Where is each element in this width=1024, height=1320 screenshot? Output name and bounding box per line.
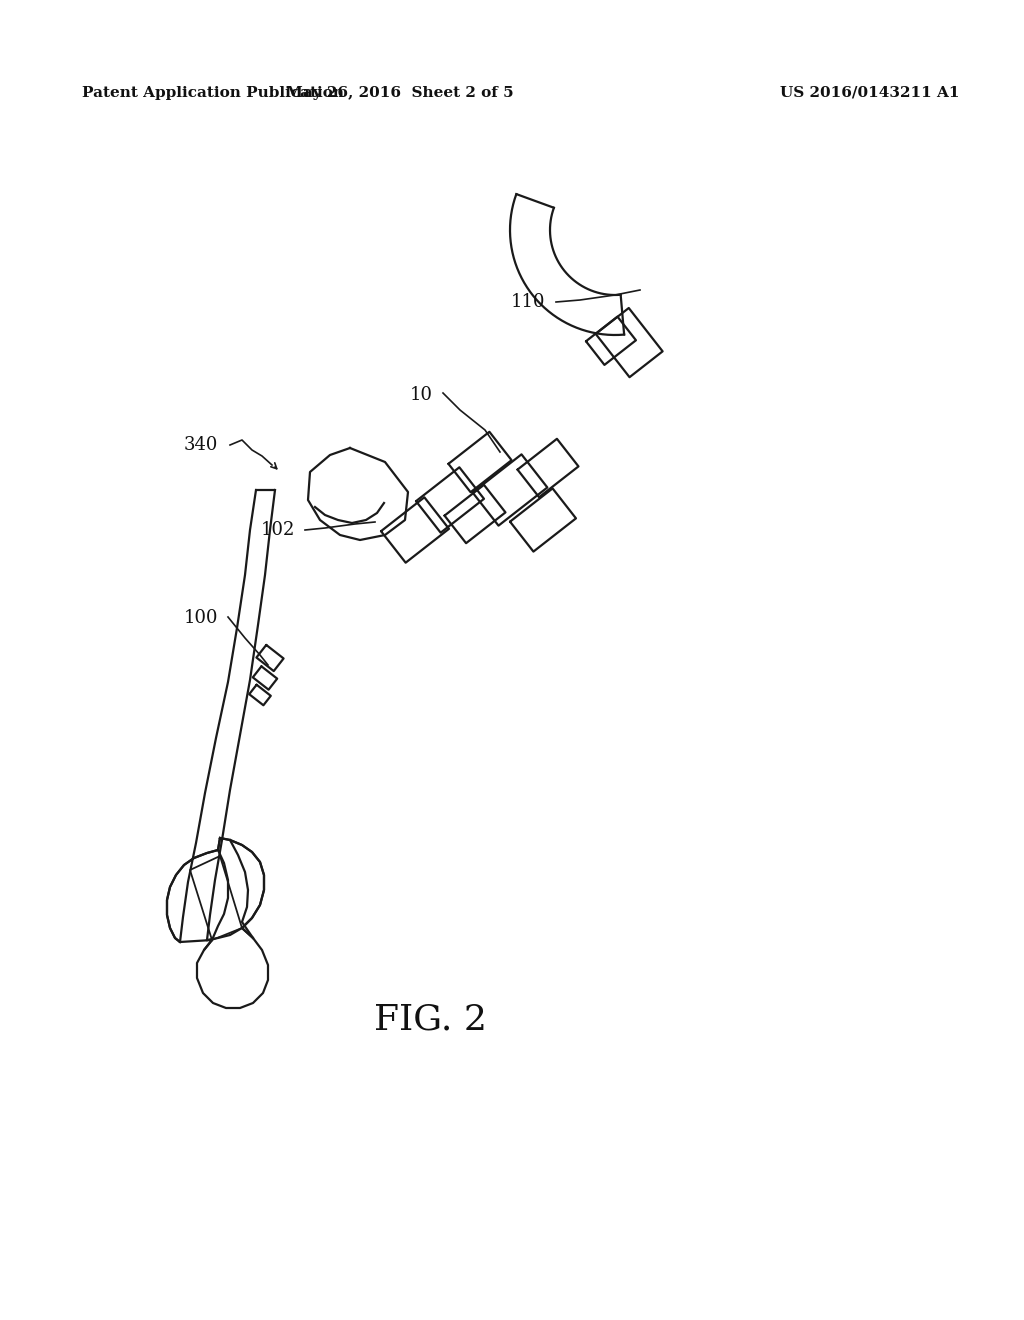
Polygon shape	[596, 308, 663, 378]
Text: 100: 100	[183, 609, 218, 627]
Text: 10: 10	[410, 385, 433, 404]
Text: 110: 110	[511, 293, 545, 312]
Polygon shape	[416, 467, 484, 533]
Polygon shape	[381, 498, 449, 562]
Text: 102: 102	[261, 521, 295, 539]
Polygon shape	[449, 432, 512, 492]
Polygon shape	[249, 685, 270, 705]
Text: Patent Application Publication: Patent Application Publication	[82, 86, 344, 100]
Polygon shape	[167, 838, 268, 1008]
Polygon shape	[586, 317, 636, 364]
Text: US 2016/0143211 A1: US 2016/0143211 A1	[780, 86, 959, 100]
Text: May 26, 2016  Sheet 2 of 5: May 26, 2016 Sheet 2 of 5	[286, 86, 514, 100]
Polygon shape	[444, 484, 506, 544]
Polygon shape	[473, 454, 548, 525]
Polygon shape	[510, 488, 575, 552]
Text: 340: 340	[183, 436, 218, 454]
Polygon shape	[256, 645, 284, 671]
Polygon shape	[517, 438, 579, 498]
Polygon shape	[510, 194, 625, 335]
Polygon shape	[308, 447, 408, 540]
Polygon shape	[253, 667, 278, 689]
Text: FIG. 2: FIG. 2	[374, 1003, 486, 1038]
